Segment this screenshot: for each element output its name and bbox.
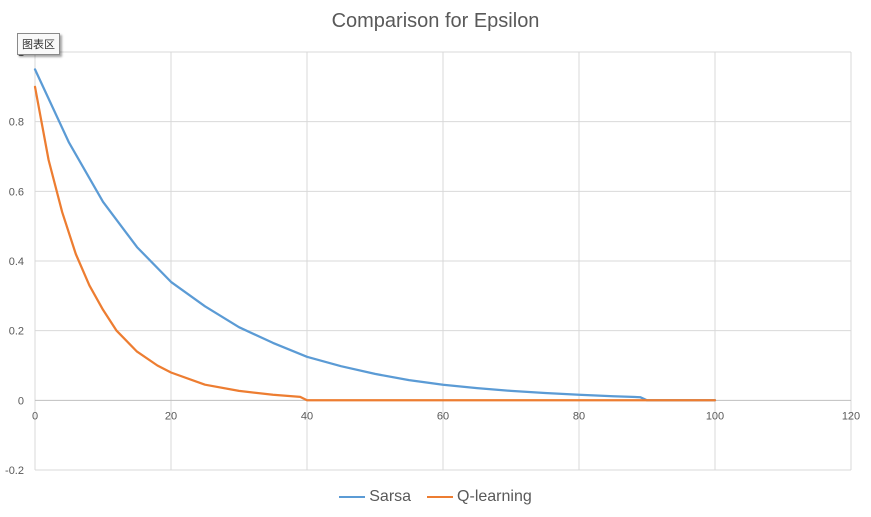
y-tick-label: 0.8 xyxy=(9,117,24,129)
y-tick-label: 0.2 xyxy=(9,326,24,338)
legend-item[interactable]: Sarsa xyxy=(339,488,411,506)
legend-swatch xyxy=(339,496,366,498)
legend[interactable]: Sarsa Q-learning xyxy=(0,488,871,506)
x-tick-label: 120 xyxy=(842,410,860,422)
y-tick-label: 0 xyxy=(18,395,24,407)
series-line-1 xyxy=(33,85,717,402)
legend-item[interactable]: Q-learning xyxy=(427,488,532,506)
legend-swatch xyxy=(427,496,454,498)
x-tick-label: 100 xyxy=(706,410,724,422)
x-tick-label: 80 xyxy=(573,410,585,422)
x-tick-label: 0 xyxy=(32,410,38,422)
x-tick-label: 60 xyxy=(437,410,449,422)
legend-label: Q-learning xyxy=(457,488,532,505)
legend-label: Sarsa xyxy=(369,488,412,505)
x-tick-label: 40 xyxy=(301,410,313,422)
y-tick-label: -0.2 xyxy=(5,465,24,477)
y-tick-label: 0.4 xyxy=(9,256,24,268)
x-tick-label: 20 xyxy=(165,410,177,422)
series-line-0 xyxy=(33,68,717,402)
y-tick-label: 0.6 xyxy=(9,186,24,198)
chart-area-tooltip: 图表区 xyxy=(17,33,60,55)
chart-title: Comparison for Epsilon xyxy=(331,10,540,32)
